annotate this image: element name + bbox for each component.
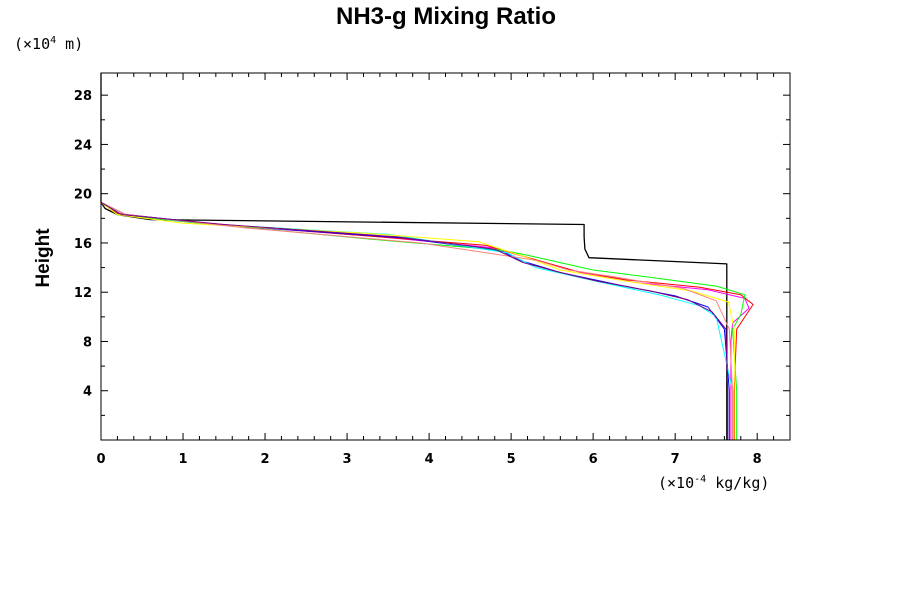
y-tick-label: 4 [83,385,92,400]
x-tick-label: 4 [425,452,434,467]
series-line-7 [100,73,736,440]
series-layer [100,73,754,440]
series-line-5 [100,73,730,440]
series-line-3 [100,73,754,440]
y-units-exponent: 4 [50,35,56,46]
series-line-6 [100,73,734,440]
x-tick-label: 8 [753,452,762,467]
series-line-4 [100,73,746,440]
series-line-1 [100,73,728,440]
x-units-exponent: -4 [694,474,706,485]
y-tick-label: 20 [74,188,92,203]
y-axis-label: Height [33,228,54,288]
x-units-suffix: kg/kg) [706,474,769,492]
x-tick-label: 2 [261,452,270,467]
plot-frame [100,72,791,441]
x-tick-label: 1 [179,452,188,467]
series-line-2 [100,73,750,440]
y-tick-label: 8 [83,335,92,350]
y-axis-units: (×104 m) [14,35,83,53]
y-tick-label: 12 [74,286,92,301]
x-tick-label: 0 [96,452,105,467]
x-axis-units: (×10-4 kg/kg) [658,474,769,492]
y-tick-label: 28 [74,89,92,104]
y-units-prefix: (×10 [14,35,50,53]
y-tick-label: 16 [74,237,92,252]
y-tick-labels: 4 8 12 16 20 24 28 [74,89,92,400]
y-units-suffix: m) [56,35,83,53]
x-tick-labels: 0 1 2 3 4 5 6 7 8 [96,452,761,467]
series-line-8 [100,73,734,440]
x-tick-label: 7 [671,452,680,467]
x-tick-label: 5 [507,452,516,467]
chart-title: NH3-g Mixing Ratio [336,3,556,30]
y-tick-label: 24 [74,138,92,153]
x-tick-label: 6 [589,452,598,467]
plot-area [100,72,791,441]
x-units-prefix: (×10 [658,474,694,492]
series-line-9 [100,73,729,440]
tick-layer [101,73,790,440]
x-tick-label: 3 [343,452,352,467]
